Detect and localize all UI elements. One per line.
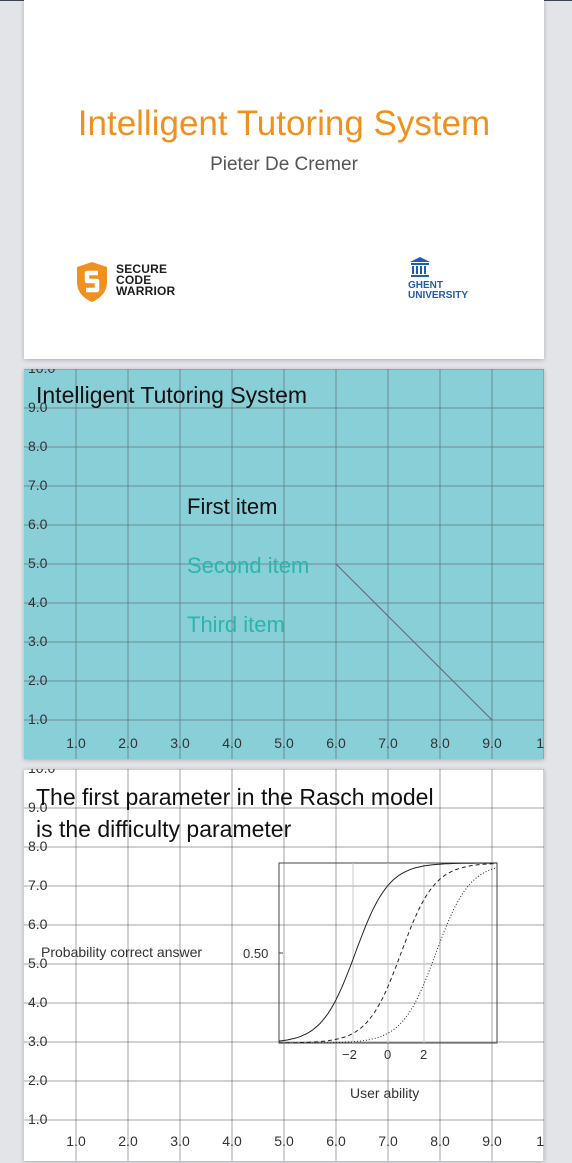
- grid-x-label: 9.0: [482, 735, 502, 751]
- item-curve-easy: [278, 862, 497, 1042]
- x-axis-label: User ability: [350, 1085, 420, 1101]
- list-item: Second item: [187, 553, 310, 578]
- list-item: First item: [187, 494, 278, 519]
- ghent-university-logo: GHENT UNIVERSITY: [406, 255, 469, 305]
- grid-y-label: 3.0: [28, 1033, 48, 1049]
- grid-y-label: 4.0: [28, 594, 48, 610]
- rasch-item-curves-figure: [278, 862, 498, 1044]
- title-line: is the difficulty parameter: [36, 816, 292, 842]
- grid-y-label: 4.0: [28, 994, 48, 1010]
- grid-y-label: 7.0: [28, 877, 48, 893]
- logo-text-line: SECURE: [116, 262, 168, 276]
- grid-y-label: 10.0: [28, 769, 55, 776]
- author-name: Pieter De Cremer: [210, 154, 358, 175]
- grid-x-label: 6.0: [326, 1133, 346, 1149]
- grid-x-label: 1.0: [66, 735, 86, 751]
- secure-code-warrior-logo: SECURE CODE WARRIOR: [74, 260, 194, 306]
- grid-x-label: 2.0: [118, 1133, 138, 1149]
- slide-title: The first parameter in the Rasch model i…: [36, 781, 434, 845]
- grid-y-label: 6.0: [28, 916, 48, 932]
- grid-x-label: 10: [536, 735, 544, 751]
- grid-y-label: 9.0: [28, 399, 48, 415]
- diagonal-line: [335, 563, 493, 721]
- logo-text-line: UNIVERSITY: [408, 290, 469, 301]
- grid-y-label: 1.0: [28, 711, 48, 727]
- grid-y-label: 3.0: [28, 633, 48, 649]
- grid-y-label: 8.0: [28, 438, 48, 454]
- logo-text-line: CODE: [116, 273, 152, 287]
- grid-x-label: 1.0: [66, 1133, 86, 1149]
- grid-y-label: 1.0: [28, 1111, 48, 1127]
- shield-s-icon: [77, 262, 107, 302]
- x-tick-label: 0: [384, 1047, 392, 1062]
- y-axis-label: Probability correct answer: [41, 944, 203, 960]
- grid-x-label: 5.0: [274, 1133, 294, 1149]
- grid-x-label: 5.0: [274, 735, 294, 751]
- x-tick-label: −2: [342, 1047, 357, 1062]
- grid-y-label: 10.0: [28, 369, 55, 376]
- presentation-title: Intelligent Tutoring System: [77, 104, 491, 143]
- grid-x-label: 3.0: [170, 1133, 190, 1149]
- grid-x-label: 8.0: [430, 1133, 450, 1149]
- slide-items[interactable]: 1.0 2.0 3.0 4.0 5.0 6.0 7.0 8.0 9.0 10 10.0 9.0 8.0 7…: [24, 369, 544, 759]
- grid-y-label: 8.0: [28, 838, 48, 854]
- grid-x-label: 3.0: [170, 735, 190, 751]
- grid-x-label: 7.0: [378, 735, 398, 751]
- grid-x-label: 9.0: [482, 1133, 502, 1149]
- grid-x-label: 4.0: [222, 1133, 242, 1149]
- grid-y-label: 6.0: [28, 516, 48, 532]
- grid-y-label: 7.0: [28, 477, 48, 493]
- grid-y-label: 5.0: [28, 955, 48, 971]
- grid-overlay: 1.0 2.0 3.0 4.0 5.0 6.0 7.0 8.0 9.0 10 10.0 9.0 8.0 7…: [24, 769, 544, 1161]
- logo-text-line: WARRIOR: [116, 284, 176, 298]
- slide-title[interactable]: Intelligent Tutoring System Pieter De Cr…: [24, 0, 544, 359]
- grid-x-label: 10: [536, 1133, 544, 1149]
- slide-title: Intelligent Tutoring System: [36, 382, 308, 408]
- university-building-icon: [410, 257, 430, 277]
- grid-y-label: 5.0: [28, 555, 48, 571]
- list-item: Third item: [187, 612, 285, 637]
- grid-overlay: 1.0 2.0 3.0 4.0 5.0 6.0 7.0 8.0 9.0 10 10.0 9.0 8.0 7…: [24, 369, 544, 759]
- title-line: The first parameter in the Rasch model: [36, 784, 434, 810]
- grid-x-label: 4.0: [222, 735, 242, 751]
- grid-x-label: 2.0: [118, 735, 138, 751]
- grid-x-label: 6.0: [326, 735, 346, 751]
- y-tick-label: 0.50: [243, 946, 269, 961]
- grid-y-label: 2.0: [28, 1072, 48, 1088]
- item-curve-hard: [279, 867, 498, 1044]
- x-tick-label: 2: [420, 1047, 428, 1062]
- grid-y-label: 9.0: [28, 799, 48, 815]
- slide-rasch-model[interactable]: 1.0 2.0 3.0 4.0 5.0 6.0 7.0 8.0 9.0 10 10.0 9.0 8.0 7…: [24, 769, 544, 1161]
- grid-x-label: 8.0: [430, 735, 450, 751]
- grid-y-label: 2.0: [28, 672, 48, 688]
- logo-text-line: GHENT: [408, 280, 443, 291]
- item-curve-medium: [279, 863, 498, 1044]
- grid-x-label: 7.0: [378, 1133, 398, 1149]
